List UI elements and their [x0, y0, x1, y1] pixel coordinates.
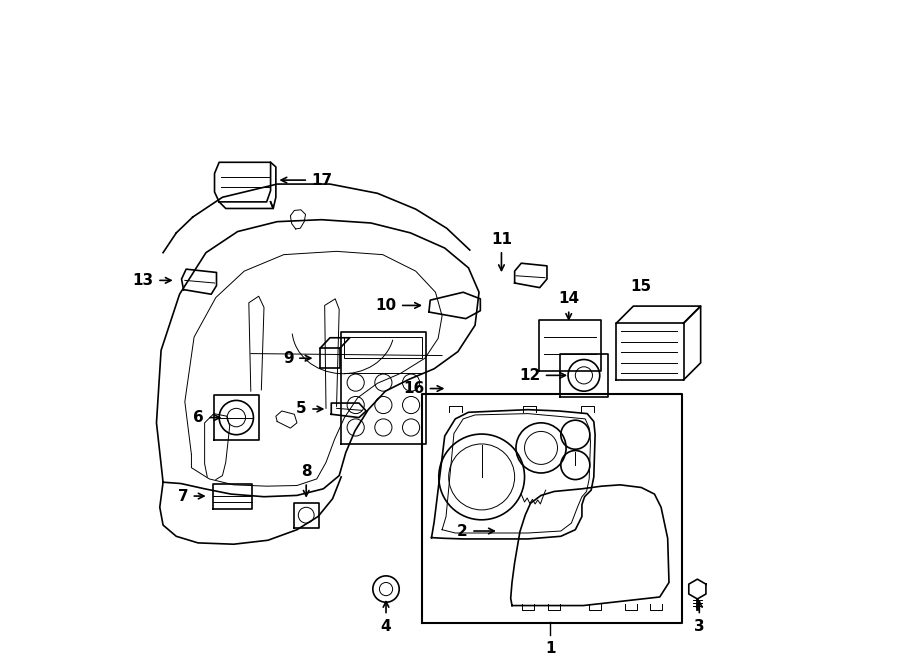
Text: 14: 14 [558, 291, 580, 306]
Text: 7: 7 [177, 488, 188, 504]
Text: 9: 9 [283, 351, 293, 366]
Text: 1: 1 [545, 641, 555, 656]
Text: 17: 17 [311, 173, 333, 188]
Text: 6: 6 [194, 410, 204, 425]
Text: 3: 3 [694, 619, 705, 634]
Text: 13: 13 [132, 273, 154, 288]
Text: 11: 11 [491, 232, 512, 247]
Text: 4: 4 [381, 619, 392, 634]
Text: 12: 12 [519, 368, 540, 383]
Text: 15: 15 [631, 279, 652, 294]
Bar [345, 337, 422, 358]
Text: 8: 8 [301, 464, 311, 479]
Text: 2: 2 [457, 524, 468, 539]
Text: 5: 5 [296, 401, 307, 416]
Text: 16: 16 [403, 381, 424, 396]
Text: 10: 10 [375, 298, 397, 313]
